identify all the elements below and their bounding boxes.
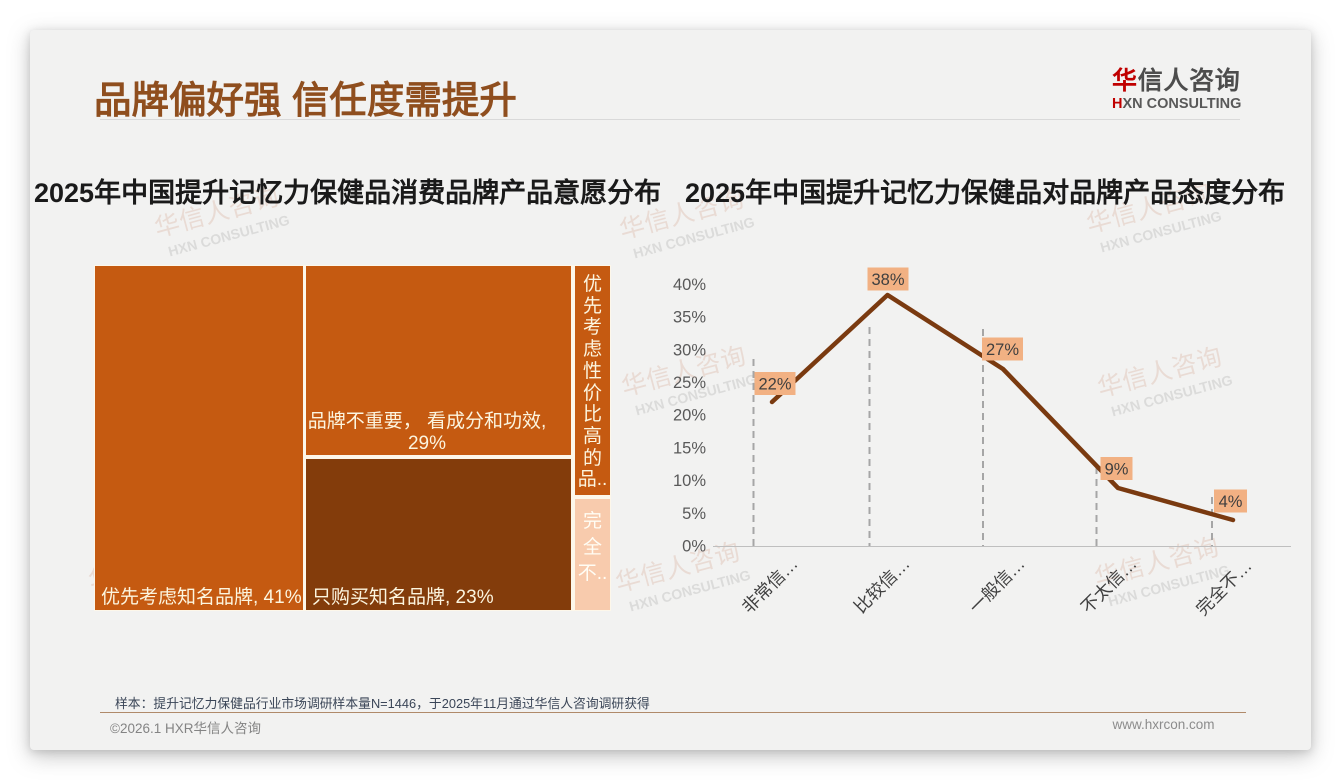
svg-text:10%: 10% — [673, 472, 706, 490]
svg-text:一般信…: 一般信… — [965, 554, 1029, 618]
svg-text:22%: 22% — [758, 376, 791, 394]
svg-text:比较信…: 比较信… — [850, 554, 914, 618]
svg-text:40%: 40% — [673, 276, 706, 294]
svg-text:38%: 38% — [871, 271, 904, 289]
svg-text:完全不…: 完全不… — [1192, 556, 1256, 620]
svg-text:5%: 5% — [682, 505, 706, 523]
svg-text:27%: 27% — [986, 341, 1019, 359]
svg-text:非常信…: 非常信… — [738, 554, 802, 618]
svg-text:4%: 4% — [1219, 493, 1243, 511]
svg-text:9%: 9% — [1105, 461, 1129, 479]
svg-text:0%: 0% — [682, 538, 706, 556]
svg-text:15%: 15% — [673, 439, 706, 457]
svg-text:30%: 30% — [673, 341, 706, 359]
svg-text:20%: 20% — [673, 407, 706, 425]
svg-text:25%: 25% — [673, 374, 706, 392]
svg-text:35%: 35% — [673, 309, 706, 327]
svg-text:不太信…: 不太信… — [1077, 554, 1141, 618]
